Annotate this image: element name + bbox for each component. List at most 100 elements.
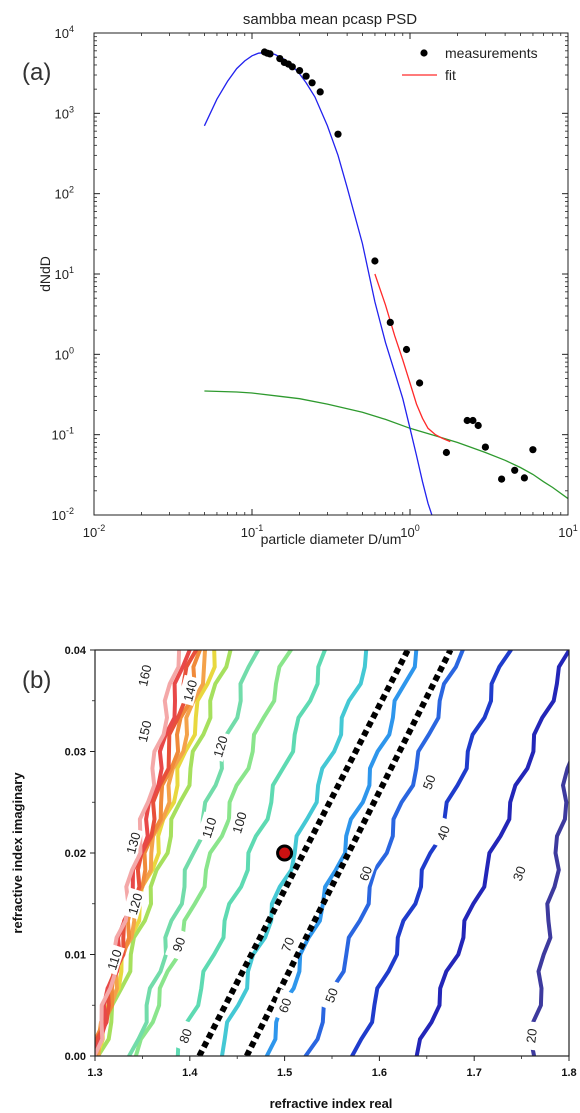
- contour-label-bg: [122, 887, 146, 920]
- measurement-point: [316, 88, 324, 96]
- contour-label-60: 60: [351, 857, 377, 889]
- x-tick-label: 1.3: [87, 1067, 102, 1079]
- chart-b-x-ticks: 1.3 1.4 1.5 1.6 1.7 1.8: [87, 1056, 577, 1079]
- contour-label-text: 20: [523, 1028, 540, 1044]
- contour-label-80: 80: [171, 1019, 197, 1052]
- y-tick-label: 0.00: [65, 1051, 86, 1063]
- measurement-point: [469, 416, 477, 425]
- contour-line-170: [95, 650, 182, 1056]
- contour-label-text: 110: [199, 816, 220, 840]
- contour-label-text: 160: [135, 663, 154, 687]
- contour-line-130: [96, 650, 207, 1056]
- contour-label-bg: [505, 857, 531, 889]
- panel-b-label: (b): [22, 667, 51, 694]
- measurement-point: [308, 79, 316, 87]
- contour-label-30: 30: [505, 857, 531, 889]
- chart-a-title: sambba mean pcasp PSD: [243, 11, 417, 28]
- contour-line-110: [96, 650, 233, 1056]
- dashed-line-2: [243, 650, 454, 1056]
- legend-measurements-marker: [420, 49, 428, 57]
- y-tick-label: 101: [55, 265, 74, 282]
- contour-label-bg: [165, 928, 190, 960]
- contour-label-text: 40: [434, 823, 453, 842]
- contour-label-bg: [429, 816, 455, 849]
- chart-a-x-ticks: 10-2 10-1 100 101: [83, 33, 578, 540]
- contour-label-bg: [132, 715, 155, 747]
- measurement-point: [529, 446, 537, 454]
- y-tick-label: 100: [55, 345, 74, 362]
- y-tick-label: 0.04: [65, 645, 87, 657]
- x-tick-label: 1.5: [277, 1067, 292, 1079]
- measurement-point: [416, 379, 424, 387]
- contour-label-bg: [351, 857, 377, 889]
- measurement-point: [520, 474, 529, 482]
- measurement-point: [511, 466, 519, 474]
- coarse-mode-curve: [204, 390, 568, 500]
- selected-point-marker: [276, 844, 294, 862]
- contour-label-110: 110: [195, 811, 220, 844]
- contour-label-text: 30: [510, 864, 529, 883]
- measurement-point: [498, 475, 506, 483]
- chart-a-legend: measurements fit: [402, 45, 538, 83]
- measurement-point: [463, 416, 471, 425]
- measurement-point: [302, 72, 310, 80]
- contour-label-text: 110: [104, 948, 125, 972]
- contour-label-text: 150: [135, 719, 155, 744]
- chart-a-x-axis-label: particle diameter D/um: [261, 531, 402, 547]
- contour-label-50: 50: [415, 765, 441, 798]
- y-tick-label: 0.03: [65, 747, 86, 759]
- contour-label-50: 50: [317, 978, 343, 1011]
- contour-label-60: 60: [271, 989, 297, 1021]
- contour-label-100: 100: [226, 806, 250, 838]
- panel-b: (b) 20 30 40 50 50 60 60 70 80 90 100 110 110 120 120 1…: [10, 645, 577, 1111]
- chart-a-y-ticks: 10-2 10-1 100 101 102 103 104: [52, 24, 568, 523]
- contour-line-80: [175, 650, 327, 1056]
- contour-label-text: 60: [276, 996, 295, 1015]
- contour-label-bg: [132, 659, 155, 691]
- chart-a-y-axis-label: dNdD: [37, 256, 53, 292]
- contour-label-text: 120: [210, 734, 231, 759]
- x-tick-label: 101: [558, 523, 577, 540]
- contour-label-70: 70: [274, 928, 299, 960]
- contour-label-text: 120: [125, 891, 146, 916]
- contour-label-bg: [207, 730, 231, 762]
- measurement-point: [402, 345, 411, 354]
- contour-label-text: 100: [229, 810, 250, 835]
- measurement-point: [386, 318, 394, 326]
- contour-label-bg: [171, 1019, 197, 1052]
- contour-label-20: 20: [520, 1020, 540, 1051]
- x-tick-label: 1.4: [182, 1067, 198, 1079]
- fit-curve: [374, 273, 451, 443]
- contour-label-bg: [274, 928, 299, 960]
- contour-label-text: 50: [322, 986, 341, 1005]
- chart-b-y-ticks: 0.00 0.01 0.02 0.03 0.04: [65, 645, 95, 1063]
- x-tick-label: 100: [400, 523, 419, 540]
- contour-label-bg: [317, 978, 343, 1011]
- dashed-lines: [196, 650, 454, 1056]
- x-tick-label: 1.7: [467, 1067, 482, 1079]
- contour-label-text: 60: [356, 864, 375, 883]
- measurement-point: [334, 130, 342, 138]
- contour-label-text: 140: [180, 678, 200, 703]
- measurement-point: [296, 67, 304, 75]
- measurement-points: [260, 48, 537, 483]
- contour-label-bg: [226, 806, 250, 838]
- chart-b-y-axis-label: refractive index imaginary: [10, 772, 25, 934]
- contour-label-150: 150: [132, 715, 155, 747]
- fine-mode-curve: [203, 51, 433, 515]
- contour-label-bg: [415, 765, 441, 798]
- x-tick-label: 1.6: [372, 1067, 387, 1079]
- contour-label-bg: [101, 943, 125, 976]
- contour-labels: 20 30 40 50 50 60 60 70 80 90 100 110 110 120 120 130 14…: [101, 659, 540, 1052]
- contour-label-130: 130: [120, 826, 144, 859]
- y-tick-label: 0.01: [65, 950, 86, 962]
- contour-label-text: 130: [123, 831, 143, 856]
- contour-label-text: 90: [169, 935, 188, 954]
- contour-label-120: 120: [207, 730, 231, 762]
- chart-b-x-axis-label: refractive index real: [270, 1096, 393, 1111]
- contour-line-100: [127, 650, 261, 1056]
- contour-label-bg: [195, 811, 220, 844]
- x-tick-label: 1.8: [561, 1067, 576, 1079]
- contour-line-60: [264, 650, 419, 1056]
